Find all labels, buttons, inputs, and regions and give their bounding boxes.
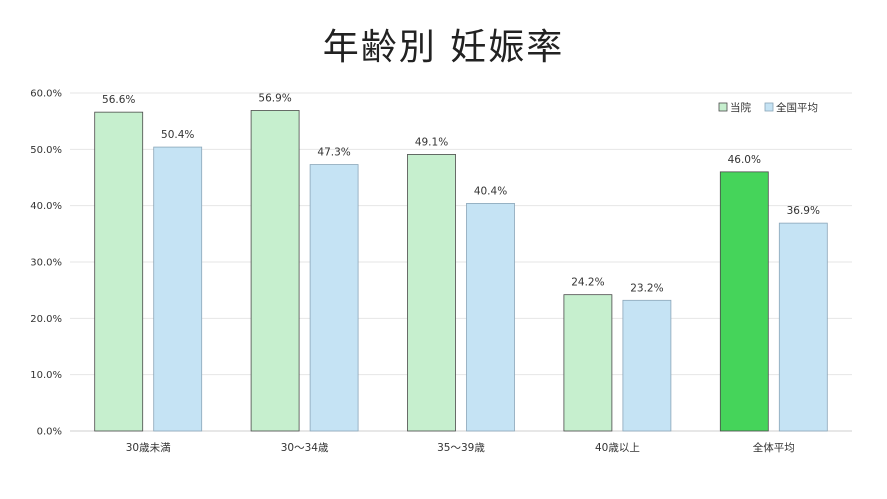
legend-swatch (718, 102, 728, 112)
x-category-label: 30〜34歳 (281, 442, 329, 454)
legend-swatch (764, 102, 774, 112)
bar-clinic (407, 154, 456, 432)
x-category-label: 全体平均 (753, 441, 795, 454)
bar-clinic (250, 110, 300, 432)
data-label: 40.4% (474, 185, 507, 197)
data-label: 49.1% (415, 136, 448, 148)
bar-clinic (563, 294, 613, 432)
y-tick-label: 60.0% (30, 89, 62, 100)
data-label: 36.9% (787, 205, 820, 217)
bar-national (622, 299, 672, 432)
legend-label: 当院 (730, 101, 751, 114)
x-category-label: 40歳以上 (595, 442, 640, 454)
bar-clinic (719, 171, 769, 432)
legend-label: 全国平均 (776, 101, 818, 114)
y-tick-label: 30.0% (30, 258, 62, 269)
data-label: 56.6% (102, 94, 135, 106)
x-category-label: 35〜39歳 (437, 442, 485, 454)
y-tick-label: 40.0% (30, 201, 62, 212)
data-label: 23.2% (630, 282, 663, 294)
data-label: 50.4% (161, 129, 194, 141)
y-tick-label: 10.0% (30, 370, 62, 381)
y-tick-label: 50.0% (30, 145, 62, 156)
data-label: 46.0% (728, 154, 761, 166)
y-tick-label: 20.0% (30, 314, 62, 325)
bar-national (153, 146, 203, 432)
chart-title: 年齢別 妊娠率 (322, 27, 565, 68)
bar-national (466, 203, 515, 432)
data-label: 56.9% (258, 92, 291, 104)
data-label: 24.2% (571, 277, 604, 289)
bar-national (778, 222, 828, 432)
data-label: 47.3% (317, 147, 350, 159)
bar-national (309, 164, 359, 432)
y-tick-label: 0.0% (37, 427, 62, 438)
bar-clinic (94, 111, 144, 432)
x-category-label: 30歳未満 (126, 442, 171, 454)
